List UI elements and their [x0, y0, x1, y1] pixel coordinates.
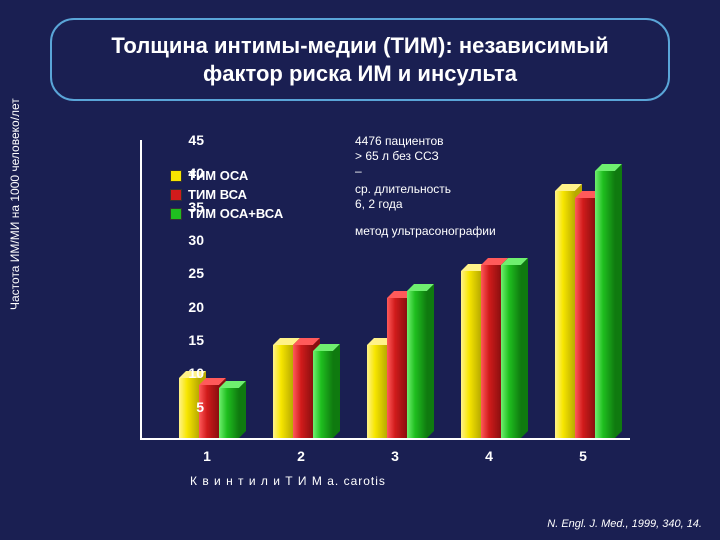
y-tick-label: 25	[170, 265, 204, 281]
bar-side	[239, 381, 246, 438]
y-tick-label: 30	[170, 232, 204, 248]
bar-front	[461, 271, 481, 438]
y-tick-label: 5	[170, 399, 204, 415]
bar	[407, 284, 434, 438]
x-tick-label: 1	[203, 448, 211, 464]
annotation-method: метод ультрасонографии	[355, 224, 496, 239]
x-tick-label: 5	[579, 448, 587, 464]
bar-front	[313, 351, 333, 438]
y-tick-label: 45	[170, 132, 204, 148]
bar-side	[333, 344, 340, 438]
chart-area: ТИМ ОСАТИМ ВСАТИМ ОСА+ВСА 4476 пациентов…	[100, 140, 660, 470]
citation: N. Engl. J. Med., 1999, 340, 14.	[547, 518, 702, 530]
bar	[595, 164, 622, 438]
bar	[501, 258, 528, 438]
bar-front	[273, 345, 293, 438]
annotation-patients: 4476 пациентов> 65 л без ССЗ–	[355, 134, 444, 179]
x-axis-title: К в и н т и л и Т И М a. carotis	[190, 474, 386, 488]
bar-front	[555, 191, 575, 438]
bar	[219, 381, 246, 438]
y-tick-label: 20	[170, 299, 204, 315]
x-tick-label: 2	[297, 448, 305, 464]
bar	[313, 344, 340, 438]
slide: Толщина интимы-медии (ТИМ): независимый …	[0, 0, 720, 540]
y-tick-label: 15	[170, 332, 204, 348]
bar-side	[615, 164, 622, 438]
y-axis-label: Частота ИМ/МИ на 1000 человеко/лет	[8, 150, 22, 310]
bar-front	[387, 298, 407, 438]
bar-front	[367, 345, 387, 438]
y-tick-label: 10	[170, 365, 204, 381]
bar-front	[407, 291, 427, 438]
annotation-duration: ср. длительность6, 2 года	[355, 182, 451, 212]
bar-front	[595, 171, 615, 438]
title-text: Толщина интимы-медии (ТИМ): независимый …	[72, 32, 648, 87]
bar-front	[219, 388, 239, 438]
bar-side	[427, 284, 434, 438]
y-tick-label: 40	[170, 165, 204, 181]
x-tick-label: 3	[391, 448, 399, 464]
bar-front	[293, 345, 313, 438]
title-box: Толщина интимы-медии (ТИМ): независимый …	[50, 18, 670, 101]
x-tick-label: 4	[485, 448, 493, 464]
bar-side	[521, 258, 528, 438]
bar-front	[575, 198, 595, 438]
y-tick-label: 35	[170, 199, 204, 215]
bar-front	[501, 265, 521, 438]
bar-front	[481, 265, 501, 438]
